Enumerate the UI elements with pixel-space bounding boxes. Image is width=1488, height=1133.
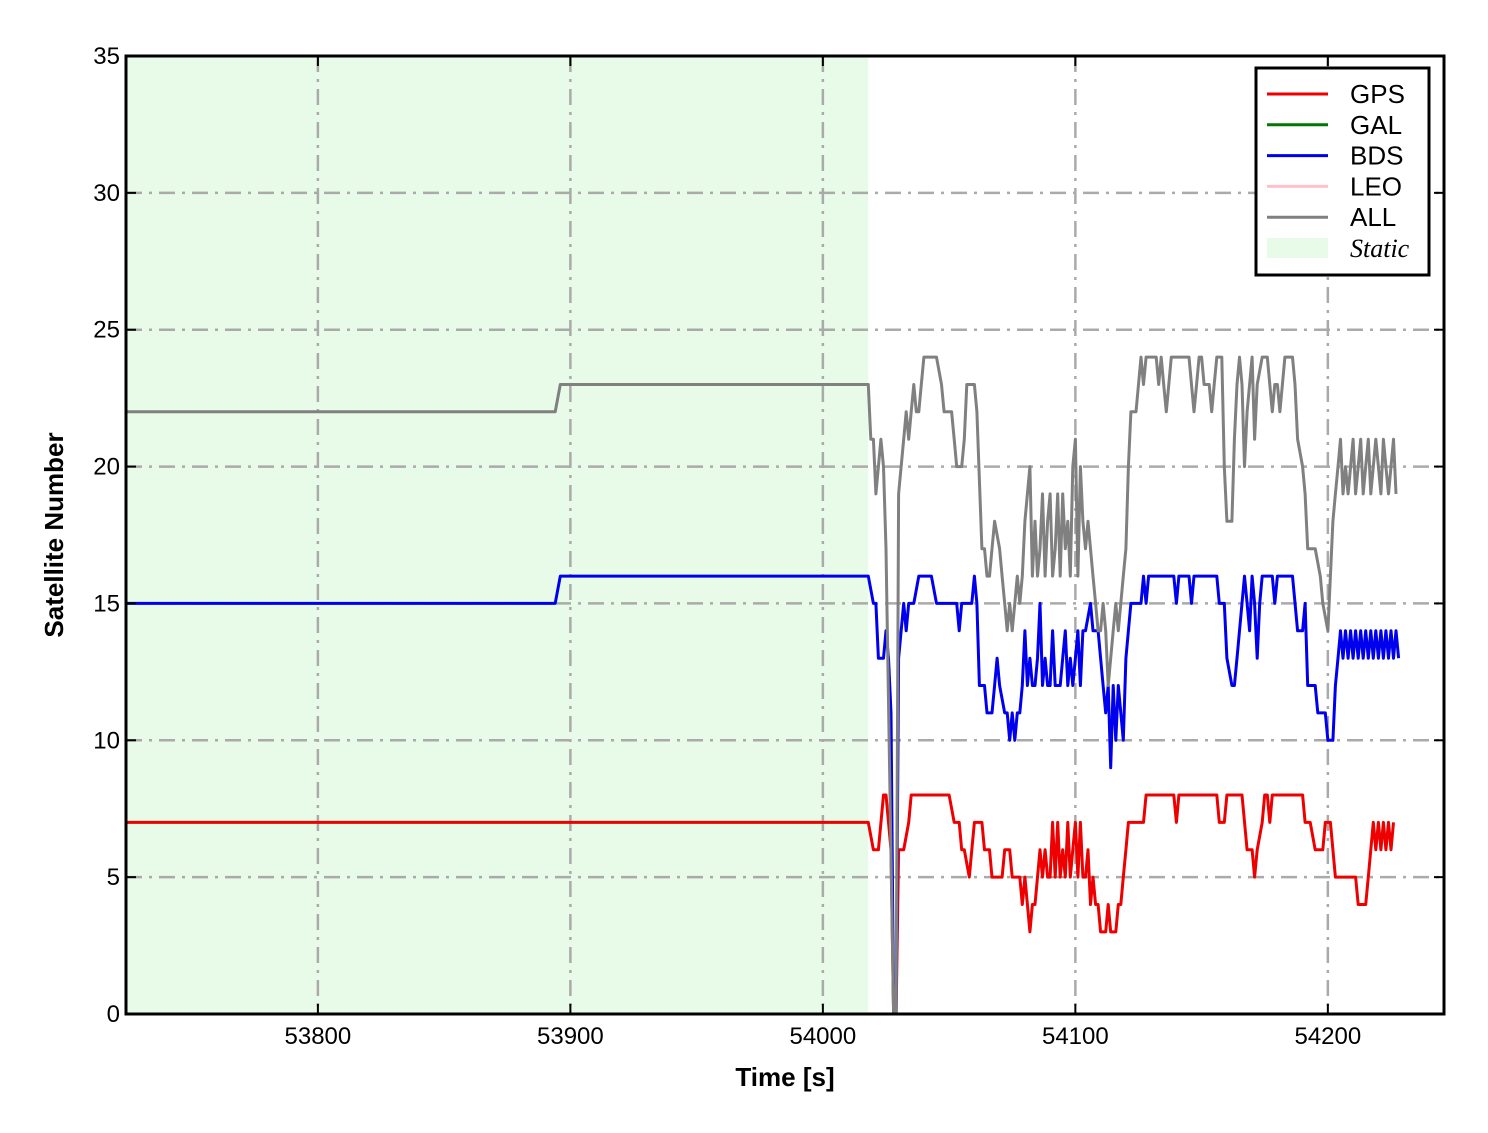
x-tick-label-4: 54200 xyxy=(1294,1023,1361,1050)
y-tick-label-0: 0 xyxy=(107,1001,120,1028)
legend-label-leo: LEO xyxy=(1350,171,1402,201)
legend-label-bds: BDS xyxy=(1350,141,1403,171)
legend-swatch-static xyxy=(1267,238,1328,258)
y-tick-label-4: 20 xyxy=(93,454,120,481)
x-axis-ticks: 53800 53900 54000 54100 54200 xyxy=(285,56,1361,1050)
legend-label-gps: GPS xyxy=(1350,79,1405,109)
y-axis-title: Satellite Number xyxy=(39,432,69,637)
y-tick-label-6: 30 xyxy=(93,180,120,207)
x-tick-label-0: 53800 xyxy=(285,1023,352,1050)
legend-label-gal: GAL xyxy=(1350,110,1402,140)
y-tick-label-1: 5 xyxy=(107,864,120,891)
x-tick-label-2: 54000 xyxy=(789,1023,856,1050)
y-tick-label-3: 15 xyxy=(93,590,120,617)
series-line-gps xyxy=(126,793,1395,1014)
legend-label-static: Static xyxy=(1350,234,1410,263)
x-tick-label-1: 53900 xyxy=(537,1023,604,1050)
y-tick-label-2: 10 xyxy=(93,727,120,754)
x-axis-title: Time [s] xyxy=(735,1062,834,1092)
y-tick-label-5: 25 xyxy=(93,317,120,344)
plot-frame xyxy=(124,54,1446,1016)
x-tick-label-3: 54100 xyxy=(1042,1023,1109,1050)
series-lines xyxy=(126,355,1401,1014)
legend-label-all: ALL xyxy=(1350,202,1396,232)
static-shaded-region xyxy=(126,56,869,1014)
series-line-all xyxy=(126,355,1398,1014)
series-line-bds xyxy=(126,574,1401,1014)
y-axis-ticks: 0 5 10 15 20 25 30 35 xyxy=(93,43,1444,1028)
y-tick-label-7: 35 xyxy=(93,43,120,70)
